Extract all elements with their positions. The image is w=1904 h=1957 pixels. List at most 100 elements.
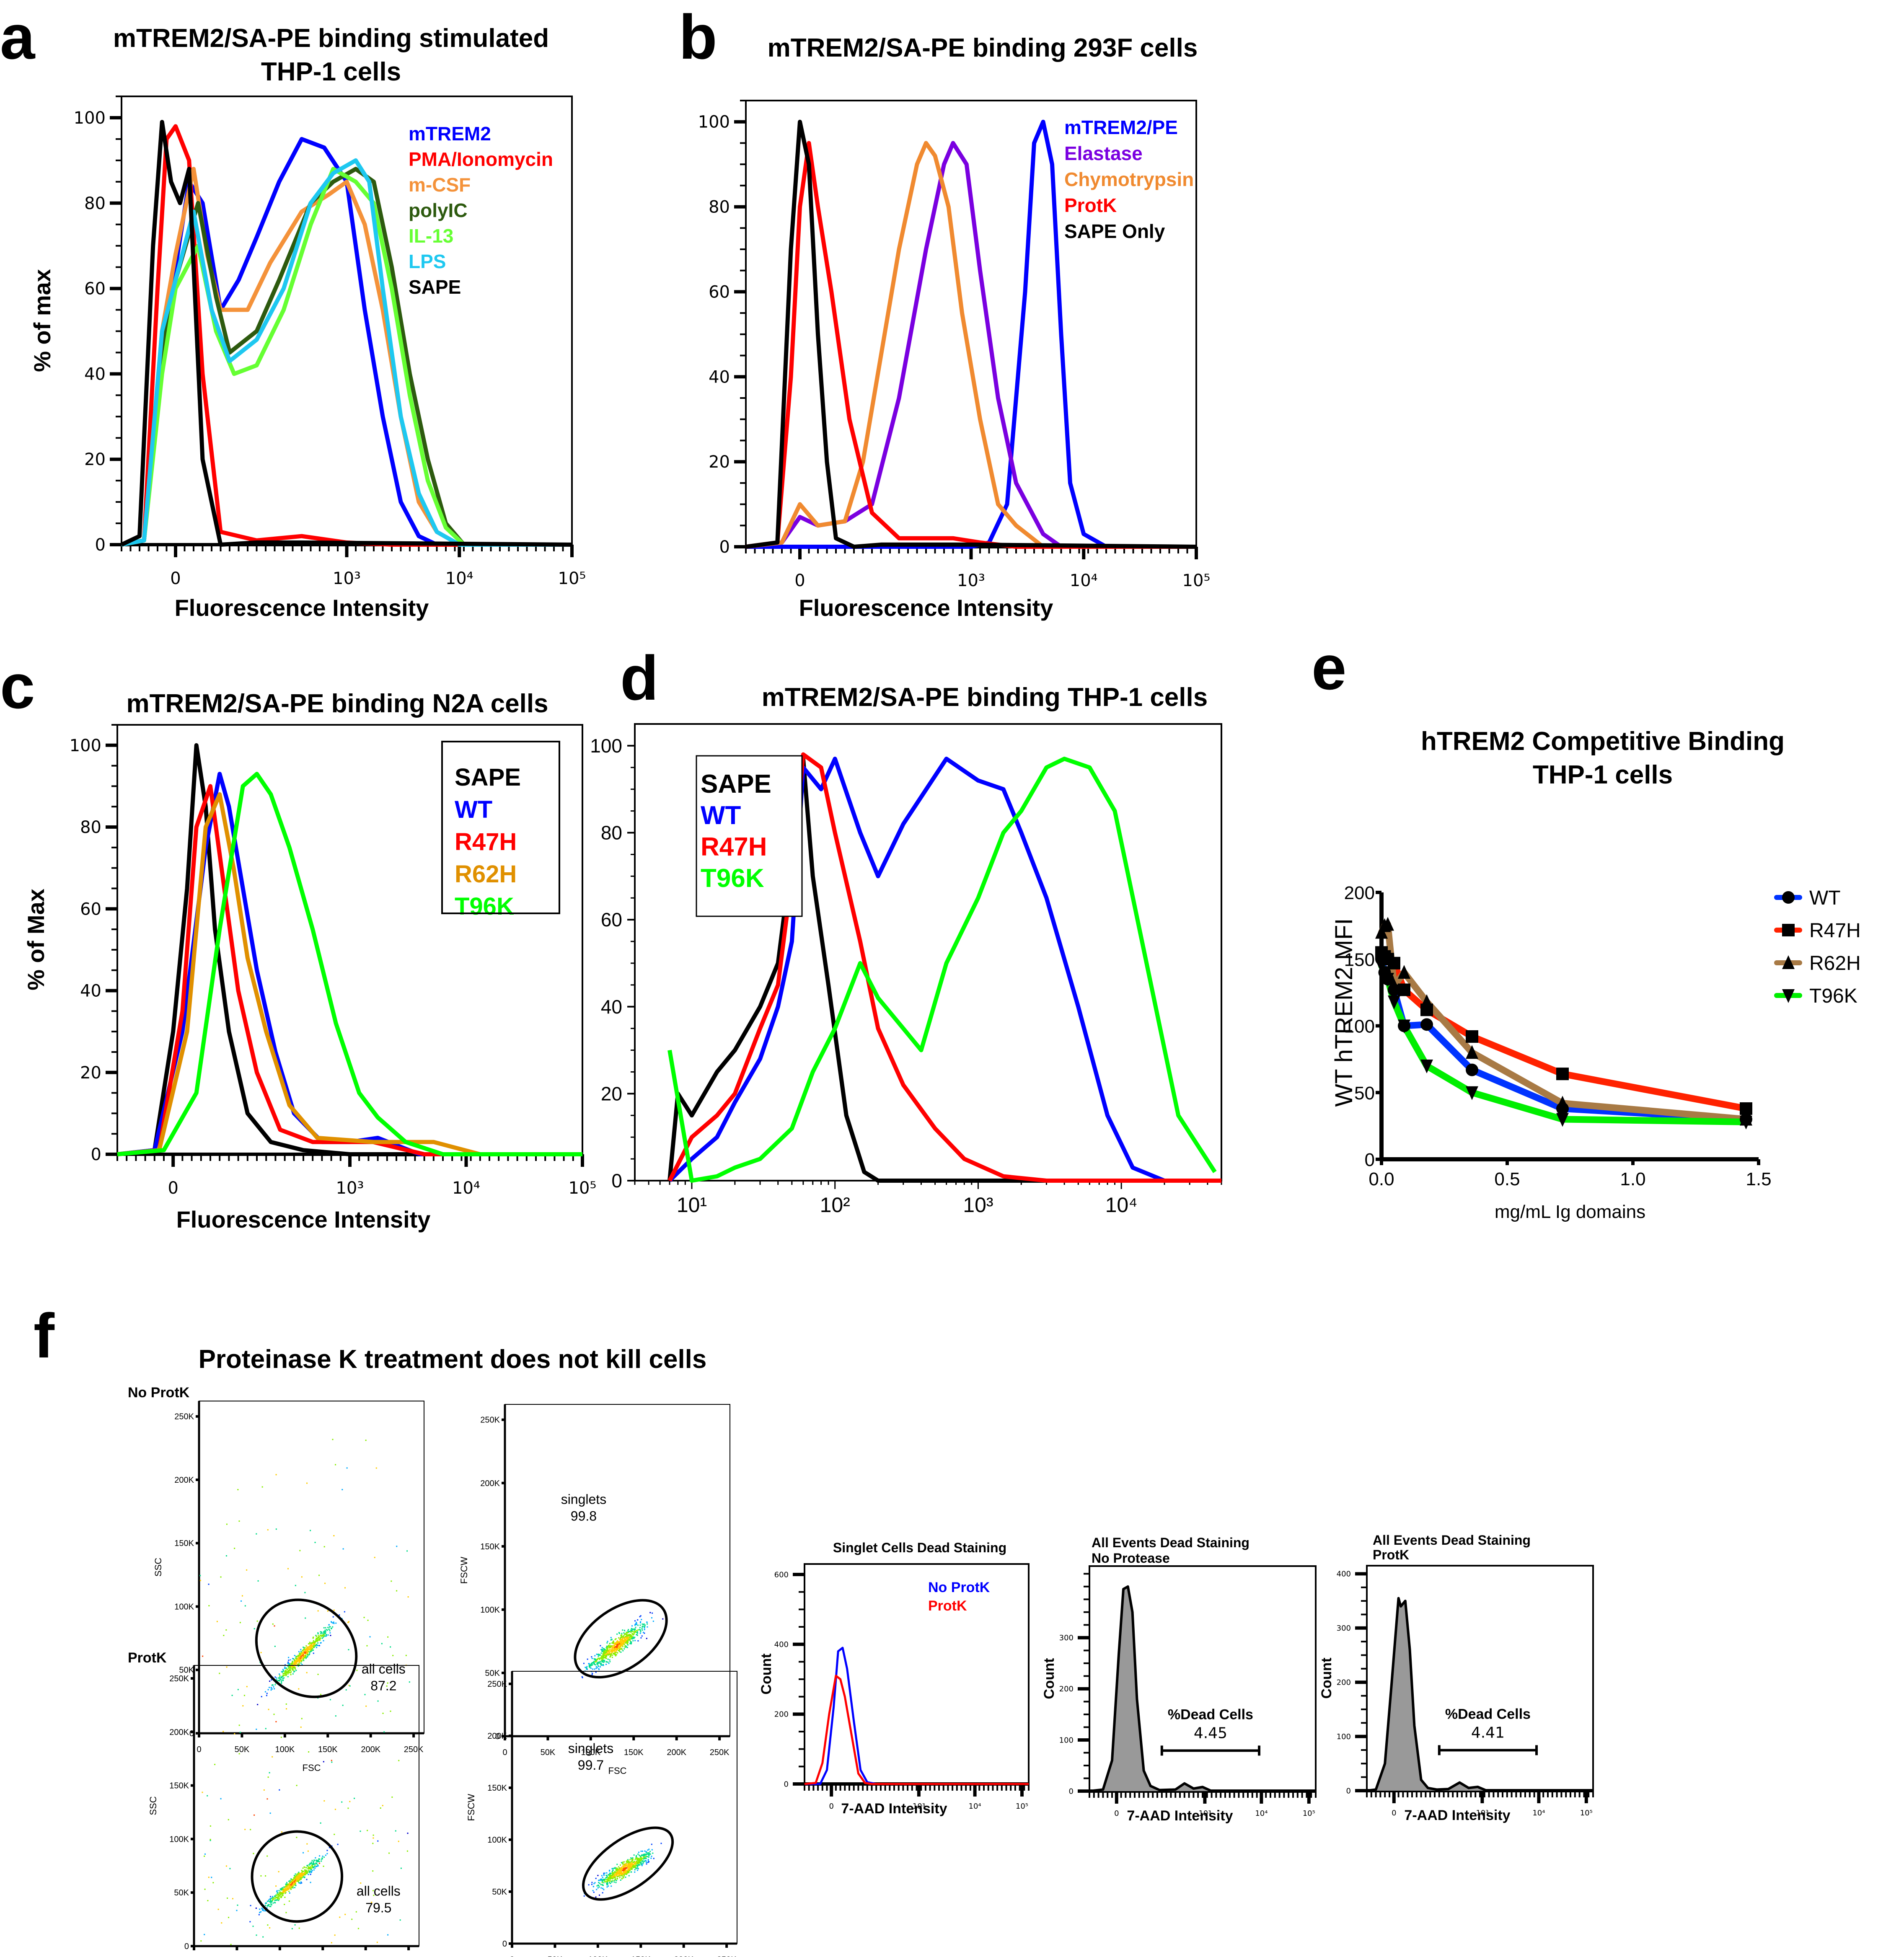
event-dot <box>284 1897 286 1898</box>
y-tick-label: 50K <box>179 1666 194 1675</box>
event-dot <box>214 1763 216 1765</box>
event-dot <box>603 1879 605 1880</box>
legend-item: mTREM2 <box>409 123 491 145</box>
event-dot <box>327 1610 329 1612</box>
event-dot <box>313 1640 314 1642</box>
event-dot <box>332 1622 334 1624</box>
event-dot <box>637 1861 639 1863</box>
event-dot <box>614 1877 616 1878</box>
event-dot <box>407 1833 409 1834</box>
event-dot <box>280 1892 282 1893</box>
event-dot <box>298 1658 299 1660</box>
event-dot <box>292 1887 294 1889</box>
event-dot <box>335 1464 336 1466</box>
event-dot <box>297 1660 299 1662</box>
event-dot <box>605 1661 607 1662</box>
data-point-t96k <box>1381 973 1394 987</box>
event-dot <box>274 1676 276 1678</box>
event-dot <box>638 1858 640 1860</box>
y-tick-label: 0 <box>502 1939 507 1949</box>
event-dot <box>623 1867 625 1868</box>
event-dot <box>306 1647 308 1649</box>
event-dot <box>310 1649 312 1651</box>
event-dot <box>304 1657 305 1658</box>
x-tick-label: 0 <box>197 1745 201 1754</box>
event-dot <box>293 1663 295 1665</box>
data-point-r62h <box>1381 917 1394 931</box>
event-dot <box>333 1623 335 1624</box>
event-dot <box>286 1883 287 1885</box>
event-dot <box>308 1870 309 1872</box>
event-dot <box>279 1679 281 1680</box>
event-dot <box>285 1670 287 1672</box>
event-dot <box>265 1903 266 1904</box>
event-dot <box>609 1879 611 1880</box>
y-tick-label: 50K <box>485 1669 500 1678</box>
event-dot <box>611 1645 613 1647</box>
event-dot <box>306 1652 308 1654</box>
gate-name: %Dead Cells <box>1168 1706 1253 1722</box>
event-dot <box>303 1647 304 1648</box>
event-dot <box>652 1621 654 1622</box>
event-dot <box>377 1700 379 1702</box>
event-dot <box>303 1655 304 1657</box>
event-dot <box>595 1661 596 1662</box>
event-dot <box>602 1879 603 1881</box>
event-dot <box>629 1867 631 1868</box>
gate-value: 87.2 <box>370 1678 396 1693</box>
event-dot <box>289 1883 291 1885</box>
event-dot <box>325 1854 326 1856</box>
event-dot <box>610 1647 611 1648</box>
event-dot <box>631 1869 633 1870</box>
event-dot <box>636 1857 638 1859</box>
event-dot <box>618 1874 620 1876</box>
event-dot <box>305 1617 306 1619</box>
event-dot <box>234 1548 235 1549</box>
event-dot <box>309 1653 310 1655</box>
event-dot <box>283 1892 285 1893</box>
event-dot <box>333 1621 334 1623</box>
event-dot <box>319 1855 321 1857</box>
event-dot <box>291 1887 293 1888</box>
legend-marker <box>1782 924 1795 936</box>
event-dot <box>305 1870 307 1872</box>
event-dot <box>623 1869 625 1871</box>
event-dot <box>628 1860 630 1862</box>
event-dot <box>593 1891 595 1893</box>
event-dot <box>308 1654 310 1655</box>
event-dot <box>615 1655 616 1657</box>
event-dot <box>372 1870 374 1872</box>
event-dot <box>330 1621 332 1623</box>
event-dot <box>267 1924 269 1926</box>
event-dot <box>638 1861 640 1862</box>
event-dot <box>615 1869 617 1870</box>
event-dot <box>626 1632 628 1634</box>
event-dot <box>301 1664 303 1665</box>
event-dot <box>626 1641 627 1643</box>
event-dot <box>601 1881 603 1882</box>
event-dot <box>351 1918 353 1920</box>
event-dot <box>599 1879 601 1881</box>
event-dot <box>284 1890 285 1892</box>
event-dot <box>252 1926 254 1927</box>
y-tick-label: 40 <box>84 365 106 384</box>
event-dot <box>605 1881 606 1883</box>
event-dot <box>597 1665 599 1667</box>
event-dot <box>613 1648 615 1650</box>
event-dot <box>626 1647 628 1648</box>
event-dot <box>622 1862 623 1864</box>
event-dot <box>590 1663 592 1665</box>
event-dot <box>611 1642 613 1644</box>
legend-marker <box>1782 955 1795 969</box>
event-dot <box>319 1638 321 1640</box>
event-dot <box>296 1874 298 1876</box>
event-dot <box>296 1659 298 1661</box>
event-dot <box>613 1644 615 1646</box>
event-dot <box>199 1580 201 1581</box>
event-dot <box>274 1646 276 1647</box>
event-dot <box>618 1650 620 1652</box>
condition-label: ProtK <box>128 1650 167 1666</box>
legend-item: SAPE <box>701 770 771 799</box>
chart-f-scatter-protk-fsc-fscw: 050K100K150K200K250K050K100K150K200K250K… <box>466 1671 737 1957</box>
